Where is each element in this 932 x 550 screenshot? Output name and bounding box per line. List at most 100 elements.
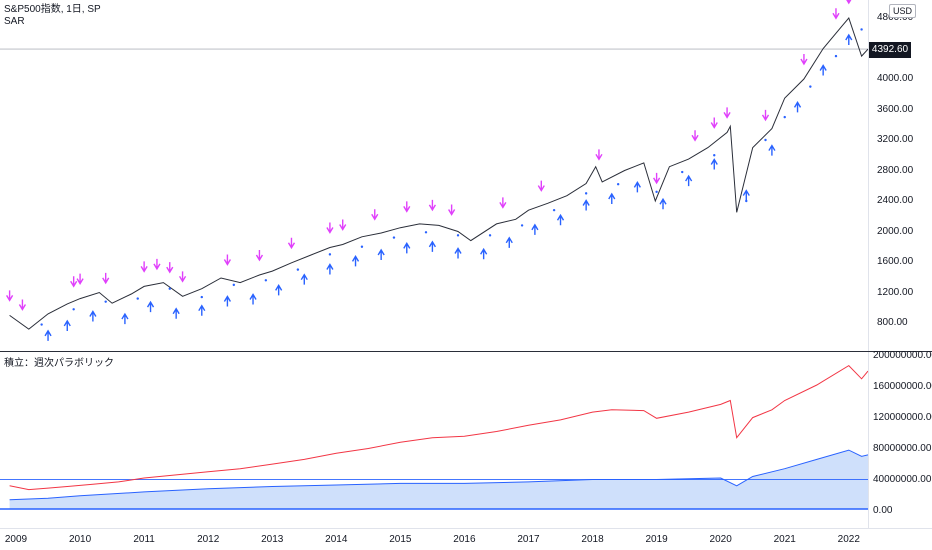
buy-signal-arrow	[377, 248, 385, 261]
buy-signal-arrow	[685, 174, 693, 187]
sell-signal-arrow	[761, 109, 770, 122]
time-tick-label: 2012	[197, 534, 220, 545]
buy-signal-arrow	[275, 283, 283, 296]
buy-signal-arrow	[428, 240, 436, 252]
buy-signal-arrow	[146, 300, 155, 313]
price-chart-canvas[interactable]	[0, 0, 868, 351]
sar-dot	[392, 236, 396, 239]
time-tick-label: 2019	[645, 534, 668, 545]
time-tick-label: 2009	[4, 534, 28, 545]
buy-signal-arrow	[556, 213, 565, 226]
time-tick-label: 2018	[581, 534, 604, 545]
sar-dot	[681, 170, 684, 174]
sar-dot	[200, 295, 203, 299]
sell-signal-arrow	[595, 149, 603, 161]
buy-signal-arrow	[793, 100, 802, 113]
sar-dot	[264, 279, 268, 282]
sell-signal-arrow	[371, 209, 379, 221]
sar-dot	[456, 234, 460, 237]
sell-signal-arrow	[70, 276, 78, 288]
buy-signal-arrow	[480, 247, 488, 260]
sar-dot	[296, 268, 300, 271]
sell-signal-arrow	[326, 222, 334, 234]
buy-signal-arrow	[44, 329, 52, 341]
time-tick-label: 2022	[837, 534, 860, 545]
sar-dot	[360, 245, 364, 248]
symbol-legend[interactable]: S&P500指数, 1日, SP	[4, 4, 101, 15]
buy-signal-arrow	[403, 242, 411, 254]
sell-signal-arrow	[448, 204, 456, 216]
sell-signal-arrow	[255, 249, 264, 262]
buy-signal-arrow	[249, 293, 257, 305]
price-line	[9, 16, 868, 330]
buy-signal-arrow	[300, 273, 308, 285]
buy-signal-arrow	[742, 189, 750, 201]
buy-signal-arrow	[198, 304, 206, 316]
time-tick-label: 2016	[453, 534, 476, 545]
time-axis[interactable]: 2009 2010 2011 2012 2013 2014 2015 2016 2017 2018…	[0, 528, 932, 550]
sar-dot	[136, 297, 139, 300]
sell-signal-arrow	[723, 107, 731, 119]
buy-signal-arrow	[454, 247, 462, 259]
buy-signal-arrow	[608, 192, 616, 205]
price-tick-label: 3200.00	[877, 134, 914, 145]
currency-badge[interactable]: USD	[889, 4, 917, 18]
time-tick-label: 2013	[261, 534, 284, 545]
sell-signal-arrow	[800, 54, 808, 66]
buy-signal-arrow	[223, 295, 232, 307]
sar-dot	[72, 308, 75, 311]
sell-signal-arrow	[537, 180, 545, 192]
sell-signal-arrow	[710, 117, 718, 129]
sar-dot	[713, 154, 716, 157]
strategy-legend[interactable]: 積立：週次パラボリック	[4, 358, 114, 369]
sell-signal-arrow	[403, 201, 411, 213]
sar-dot	[584, 192, 588, 195]
sar-dot	[424, 231, 428, 234]
strategy-tick-label: 200000000.00	[873, 350, 932, 361]
buy-signal-arrow	[819, 64, 827, 76]
time-tick-label: 2020	[709, 534, 732, 545]
sell-signal-arrow	[499, 197, 507, 209]
time-tick-label: 2015	[389, 534, 412, 545]
sell-signal-arrow	[846, 0, 852, 5]
time-tick-label: 2011	[133, 534, 155, 545]
sar-dot	[616, 183, 620, 186]
sar-dot	[40, 323, 43, 326]
buy-signal-arrow	[582, 199, 590, 211]
sell-signal-arrow	[691, 130, 699, 142]
strategy-chart-canvas[interactable]	[0, 352, 868, 528]
buy-signal-arrow	[89, 310, 97, 322]
main-price-pane[interactable]: S&P500指数, 1日, SP SAR	[0, 0, 868, 351]
buy-signal-arrow	[326, 263, 334, 275]
last-price-label: 4392.60	[869, 42, 911, 58]
sell-signal-arrow	[76, 273, 84, 285]
sell-signal-arrow	[102, 272, 110, 285]
strategy-pane[interactable]: 積立：週次パラボリック	[0, 352, 868, 528]
strategy-tick-label: 160000000.00	[873, 381, 932, 392]
price-tick-label: 2400.00	[877, 195, 914, 206]
sell-signal-arrow	[339, 219, 347, 231]
buy-signal-arrow	[845, 33, 853, 45]
sell-signal-arrow	[6, 290, 14, 302]
sar-dot	[860, 28, 863, 31]
price-tick-label: 1200.00	[877, 286, 914, 298]
price-tick-label: 2800.00	[877, 164, 914, 176]
buy-signal-arrow	[768, 144, 776, 156]
price-tick-label: 3600.00	[877, 103, 914, 115]
time-tick-label: 2010	[68, 534, 92, 545]
sell-signal-arrow	[832, 8, 840, 20]
buy-signal-arrow	[121, 312, 129, 325]
buy-signal-arrow	[63, 319, 71, 331]
indicator-legend-sar[interactable]: SAR	[4, 16, 25, 27]
sell-signal-arrow	[428, 199, 436, 212]
time-tick-label: 2017	[517, 534, 540, 545]
buy-signal-arrow	[710, 158, 718, 170]
sar-dot	[783, 115, 786, 119]
pane-separator[interactable]	[0, 351, 932, 352]
sar-dot	[764, 138, 767, 142]
sell-signal-arrow	[166, 262, 174, 274]
strategy-tick-label: 120000000.00	[873, 412, 932, 423]
strategy-scale[interactable]: 200000000.00 160000000.00 120000000.00 8000…	[868, 350, 932, 528]
price-tick-label: 4000.00	[877, 73, 914, 84]
